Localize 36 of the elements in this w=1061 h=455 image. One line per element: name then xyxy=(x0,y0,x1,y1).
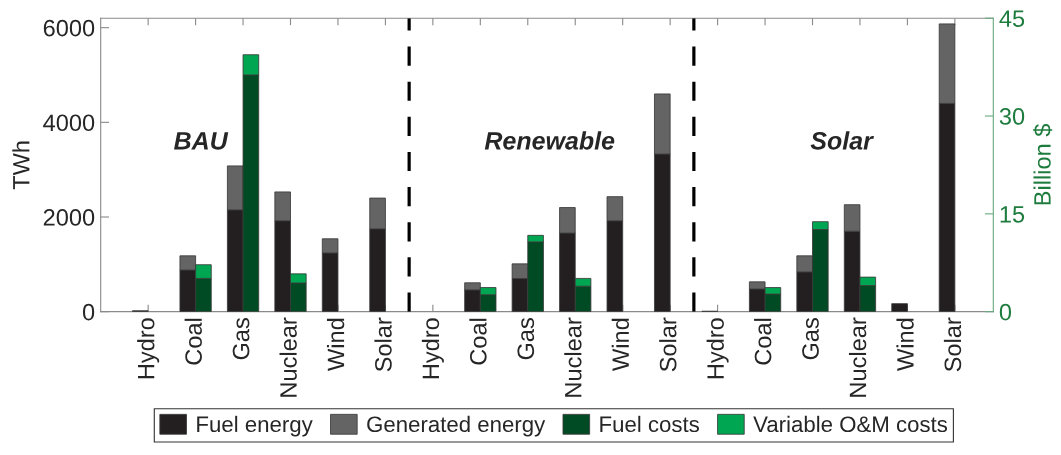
legend-label: Variable O&M costs xyxy=(753,415,948,433)
y-tick-label: 0 xyxy=(82,303,95,321)
x-tick-label: Nuclear xyxy=(279,317,297,397)
annotation: BAU xyxy=(174,132,229,150)
annotation: Renewable xyxy=(484,131,615,150)
x-tick-label: Hydro xyxy=(421,318,444,379)
x-tick-label: Coal xyxy=(754,318,772,365)
y2-tick-label: 15 xyxy=(1000,206,1025,223)
y2-tick-label: 30 xyxy=(999,108,1025,125)
x-tick-label: Wind xyxy=(326,318,345,371)
x-tick-label: Hydro xyxy=(137,318,160,379)
annotation: Solar xyxy=(810,131,874,150)
x-tick-label: Solar xyxy=(659,317,677,372)
y2-tick-label: 0 xyxy=(999,303,1012,321)
x-tick-label: Coal xyxy=(469,318,487,365)
y-tick-label: 2000 xyxy=(43,209,95,226)
x-tick-label: Gas xyxy=(517,318,535,360)
x-tick-label: Coal xyxy=(184,318,202,365)
x-tick-label: Nuclear xyxy=(848,317,867,397)
legend-label: Fuel costs xyxy=(600,415,699,433)
x-tick-label: Gas xyxy=(802,318,819,360)
y-tick-label: 6000 xyxy=(43,19,95,37)
legend-label: Fuel energy xyxy=(197,415,313,437)
x-tick-label: Solar xyxy=(943,317,962,372)
x-tick-label: Solar xyxy=(374,317,392,372)
y2-axis-title: Billion $ xyxy=(1033,123,1053,205)
x-tick-label: Gas xyxy=(232,318,250,360)
legend-label: Generated energy xyxy=(367,415,546,437)
y2-tick-label: 45 xyxy=(999,10,1025,27)
x-tick-label: Nuclear xyxy=(564,317,582,397)
y-axis-title: TWh xyxy=(12,141,30,190)
bar xyxy=(891,303,908,312)
y-tick-label: 4000 xyxy=(43,114,95,132)
x-tick-label: Wind xyxy=(611,318,630,371)
x-tick-label: Hydro xyxy=(706,318,729,379)
x-tick-label: Wind xyxy=(896,318,914,371)
